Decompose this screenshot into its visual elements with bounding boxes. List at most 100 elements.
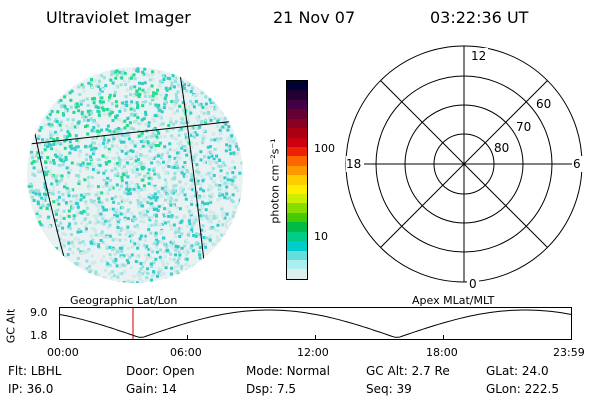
- emission-pixel: [139, 153, 143, 157]
- emission-pixel: [115, 85, 119, 89]
- emission-pixel: [93, 229, 97, 233]
- emission-pixel: [117, 164, 121, 168]
- emission-pixel: [139, 162, 143, 166]
- emission-pixel: [116, 214, 119, 218]
- emission-pixel: [108, 234, 112, 238]
- emission-pixel: [223, 126, 227, 130]
- emission-pixel: [105, 162, 109, 166]
- emission-pixel: [172, 111, 176, 115]
- emission-pixel: [106, 226, 110, 230]
- emission-pixel: [99, 239, 103, 242]
- emission-pixel: [152, 156, 156, 160]
- emission-pixel: [140, 118, 144, 122]
- emission-pixel: [221, 161, 225, 165]
- emission-pixel: [150, 73, 154, 77]
- emission-pixel: [116, 173, 120, 177]
- emission-pixel: [76, 230, 80, 234]
- emission-pixel: [139, 267, 143, 271]
- emission-pixel: [98, 100, 102, 103]
- emission-pixel: [231, 200, 235, 204]
- emission-pixel: [91, 97, 94, 101]
- emission-pixel: [30, 150, 34, 154]
- colorbar-segment: [287, 118, 307, 129]
- emission-pixel: [181, 101, 185, 105]
- emission-pixel: [188, 216, 192, 220]
- emission-pixel: [47, 159, 51, 162]
- emission-pixel: [129, 85, 133, 89]
- emission-pixel: [208, 238, 212, 242]
- emission-pixel: [130, 126, 133, 130]
- emission-pixel: [204, 245, 208, 249]
- colorbar-segment: [287, 128, 307, 138]
- emission-pixel: [94, 270, 98, 274]
- emission-pixel: [142, 184, 146, 188]
- emission-pixel: [63, 232, 67, 236]
- colorbar-segment: [287, 184, 307, 195]
- emission-pixel: [110, 169, 114, 173]
- emission-pixel: [123, 165, 126, 169]
- colorbar-segment: [287, 90, 307, 100]
- emission-pixel: [178, 187, 182, 191]
- emission-pixel: [64, 109, 68, 113]
- emission-pixel: [39, 223, 43, 226]
- emission-pixel: [112, 200, 116, 204]
- emission-pixel: [77, 176, 80, 180]
- emission-pixel: [163, 145, 167, 149]
- emission-pixel: [200, 260, 204, 263]
- emission-pixel: [67, 133, 71, 137]
- emission-pixel: [86, 103, 90, 107]
- colorbar-segment: [287, 250, 307, 261]
- emission-pixel: [122, 170, 126, 174]
- emission-pixel: [211, 180, 215, 184]
- emission-pixel: [94, 233, 98, 237]
- emission-pixel: [207, 188, 211, 192]
- emission-pixel: [142, 213, 146, 217]
- emission-pixel: [192, 221, 196, 225]
- emission-pixel: [158, 255, 162, 259]
- emission-pixel: [157, 163, 160, 166]
- emission-pixel: [71, 239, 75, 243]
- emission-pixel: [136, 274, 140, 277]
- emission-pixel: [122, 79, 126, 83]
- colorbar-segment: [287, 99, 307, 110]
- emission-pixel: [125, 124, 129, 127]
- emission-pixel: [37, 156, 41, 160]
- emission-pixel: [111, 238, 115, 242]
- emission-pixel: [148, 144, 152, 147]
- emission-pixel: [70, 233, 73, 237]
- emission-pixel: [170, 134, 174, 138]
- emission-pixel: [91, 141, 94, 145]
- emission-pixel: [132, 94, 136, 98]
- emission-pixel: [84, 225, 88, 229]
- emission-pixel: [67, 194, 71, 198]
- emission-pixel: [196, 233, 200, 237]
- emission-pixel: [164, 181, 168, 185]
- emission-pixel: [98, 164, 102, 167]
- emission-pixel: [149, 247, 153, 251]
- emission-pixel: [86, 109, 90, 113]
- emission-pixel: [118, 188, 121, 191]
- emission-pixel: [99, 103, 103, 107]
- emission-pixel: [55, 148, 59, 152]
- emission-pixel: [132, 279, 135, 283]
- emission-pixel: [165, 164, 169, 168]
- emission-pixel: [166, 160, 170, 164]
- emission-pixel: [91, 152, 95, 156]
- emission-pixel: [123, 216, 127, 220]
- emission-pixel: [161, 260, 165, 264]
- emission-pixel: [119, 159, 123, 163]
- emission-pixel: [84, 125, 87, 129]
- emission-pixel: [192, 94, 196, 98]
- emission-pixel: [207, 171, 211, 175]
- emission-pixel: [99, 221, 103, 225]
- emission-pixel: [174, 120, 178, 124]
- emission-pixel: [201, 214, 205, 218]
- emission-pixel: [103, 276, 107, 280]
- emission-pixel: [115, 222, 119, 226]
- emission-pixel: [32, 199, 36, 202]
- emission-pixel: [108, 245, 112, 249]
- polar-plot: 12 18 6 0 60 70 80: [345, 45, 584, 291]
- emission-pixel: [236, 189, 240, 193]
- emission-pixel: [209, 220, 213, 224]
- emission-pixel: [162, 160, 165, 164]
